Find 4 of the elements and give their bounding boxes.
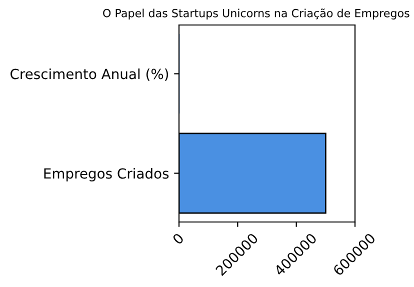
chart-title: O Papel das Startups Unicorns na Criação de Empregos	[103, 8, 410, 20]
y-tick-label: Empregos Criados	[44, 168, 169, 182]
y-tick-label: Crescimento Anual (%)	[10, 68, 168, 81]
x-tick-label: 0	[172, 232, 184, 245]
